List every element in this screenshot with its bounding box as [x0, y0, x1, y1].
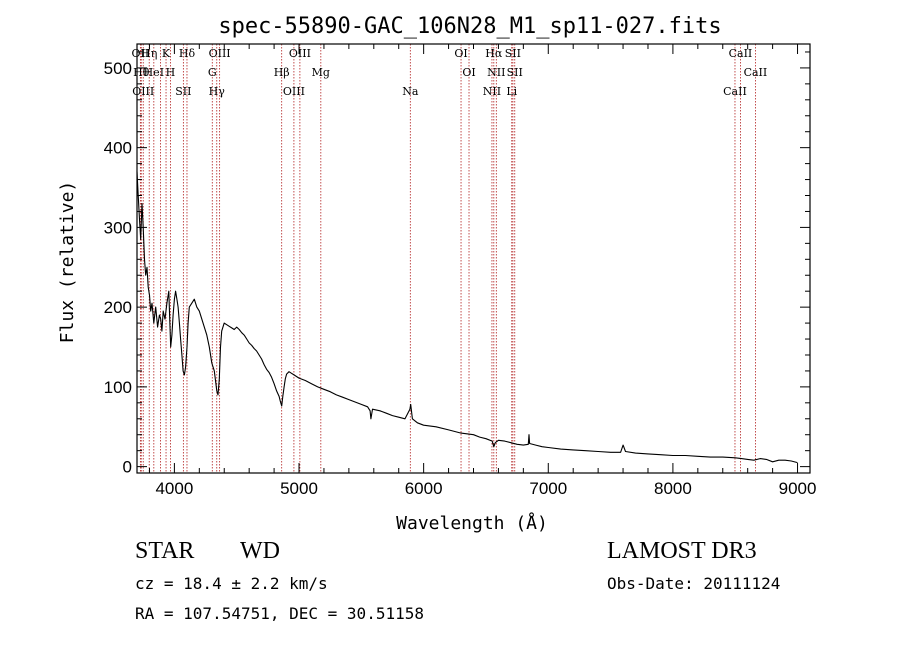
- spectral-line-label: Hβ: [274, 66, 290, 79]
- spectral-line-labels: OIIHθOIIIHηHeIKHSIIHδGHγOIIIHβOIIIOIIIMg…: [132, 47, 768, 98]
- x-tick-label: 6000: [405, 479, 443, 498]
- spectral-line-label: CaII: [744, 66, 768, 79]
- object-subclass: WD: [240, 538, 280, 564]
- spectral-line-label: OI: [462, 66, 475, 79]
- axis-ticks: [137, 44, 810, 473]
- spectral-line-label: OIII: [132, 85, 154, 98]
- x-tick-label: 4000: [155, 479, 193, 498]
- spectral-line-label: G: [208, 66, 217, 79]
- y-tick-label: 0: [123, 458, 132, 477]
- spectral-line-label: NII: [483, 85, 501, 98]
- spectral-line-label: CaII: [729, 47, 753, 60]
- x-tick-label: 5000: [280, 479, 318, 498]
- object-class: STAR: [135, 538, 195, 564]
- y-tick-label: 200: [104, 298, 132, 317]
- y-axis-label: Flux (relative): [57, 181, 78, 344]
- spectral-line-label: H: [166, 66, 176, 79]
- spectral-line-label: Hγ: [209, 85, 226, 98]
- spectral-line-markers: [139, 44, 756, 473]
- spectral-line-label: Li: [506, 85, 517, 98]
- observation-date: Obs-Date: 20111124: [607, 574, 781, 593]
- survey-name: LAMOST DR3: [607, 538, 757, 564]
- spectral-line-label: SII: [505, 47, 521, 60]
- spectral-line-label: NII: [487, 66, 505, 79]
- x-tick-label: 7000: [529, 479, 567, 498]
- x-tick-label: 8000: [654, 479, 692, 498]
- spectral-line-label: K: [162, 47, 171, 60]
- spectral-line-label: Hδ: [179, 47, 196, 60]
- spectral-line-label: OIII: [289, 47, 311, 60]
- spectral-line-label: OII: [132, 47, 150, 60]
- spectral-line-label: Mg: [312, 66, 330, 79]
- spectral-line-label: OIII: [209, 47, 231, 60]
- spectral-line-label: OIII: [283, 85, 305, 98]
- plot-frame: [136, 43, 811, 474]
- y-tick-label: 100: [104, 378, 132, 397]
- spectral-line-label: SII: [507, 66, 523, 79]
- y-tick-label: 300: [104, 218, 132, 237]
- sky-coordinates: RA = 107.54751, DEC = 30.51158: [135, 604, 424, 623]
- spectral-line-label: OI: [454, 47, 467, 60]
- x-axis-label: Wavelength (Å): [396, 512, 548, 534]
- y-tick-label: 500: [104, 59, 132, 78]
- spectral-line-label: SII: [175, 85, 191, 98]
- spectral-line-label: HeI: [144, 66, 164, 79]
- spectral-line-label: Hη: [141, 47, 157, 60]
- spectral-line-label: Na: [402, 85, 419, 98]
- chart-title: spec-55890-GAC_106N28_M1_sp11-027.fits: [218, 14, 721, 39]
- spectral-line-label: CaII: [723, 85, 747, 98]
- spectral-line-label: Hθ: [133, 66, 150, 79]
- spectrum-series-line: [136, 171, 798, 464]
- axis-tick-labels: 4000 5000 6000 7000 8000 9000 0 100 200 300 400 500: [104, 59, 817, 498]
- x-tick-label: 9000: [779, 479, 817, 498]
- spectral-line-label: Hα: [485, 47, 503, 60]
- redshift-value: cz = 18.4 ± 2.2 km/s: [135, 574, 328, 593]
- y-tick-label: 400: [104, 139, 132, 158]
